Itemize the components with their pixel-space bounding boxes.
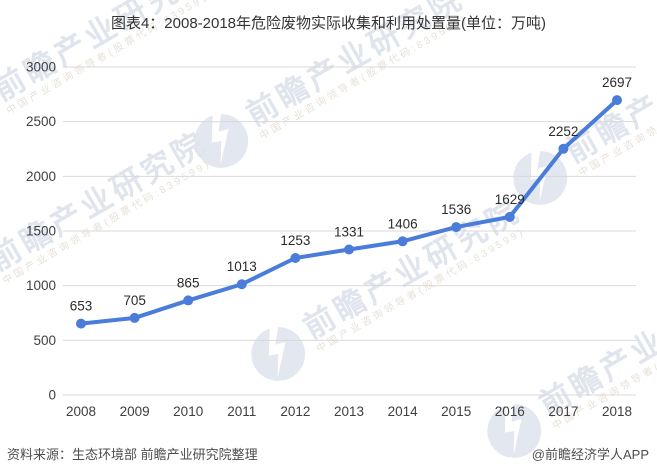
x-tick-label: 2008: [66, 404, 96, 419]
y-tick-label: 2000: [26, 169, 56, 184]
x-tick-label: 2010: [173, 404, 203, 419]
data-point: [344, 244, 354, 255]
x-tick-label: 2018: [602, 404, 632, 419]
data-point: [183, 295, 194, 306]
chart-title: 图表4：2008-2018年危险废物实际收集和利用处置量(单位：万吨): [110, 15, 547, 32]
y-tick-label: 3000: [26, 60, 56, 75]
x-tick-label: 2012: [280, 404, 310, 419]
data-label: 2697: [602, 75, 632, 90]
x-tick-label: 2011: [227, 404, 256, 419]
x-tick-label: 2016: [495, 404, 525, 419]
data-label: 1331: [334, 224, 364, 239]
data-point: [290, 253, 301, 264]
data-point: [397, 236, 408, 247]
data-label: 1013: [227, 259, 257, 274]
x-tick-label: 2017: [548, 404, 578, 419]
x-tick-label: 2013: [334, 404, 364, 419]
x-tick-label: 2015: [441, 404, 471, 419]
data-label: 1406: [388, 216, 418, 231]
data-point: [504, 211, 515, 222]
data-label: 1536: [441, 202, 471, 217]
source-note: 资料来源：生态环境部 前瞻产业研究院整理: [7, 447, 258, 462]
y-tick-label: 500: [33, 333, 56, 348]
data-label: 1253: [280, 233, 310, 248]
data-point: [76, 318, 86, 329]
data-point: [129, 312, 140, 323]
data-point: [558, 143, 569, 154]
data-point: [236, 279, 247, 290]
y-tick-label: 1000: [26, 278, 56, 293]
data-label: 865: [177, 275, 200, 290]
data-label: 1629: [495, 192, 525, 207]
y-tick-label: 2500: [26, 114, 56, 129]
y-tick-label: 1500: [26, 224, 56, 239]
data-point: [612, 95, 622, 106]
data-label: 705: [123, 293, 146, 308]
x-tick-label: 2009: [120, 404, 150, 419]
x-tick-label: 2014: [388, 404, 419, 419]
line-chart: 0 500 1000 1500 2000 2500 3000 2008 2009 2010 2011…: [26, 60, 636, 419]
data-label: 2252: [548, 124, 578, 139]
y-tick-label: 0: [48, 388, 56, 403]
series-line: [79, 98, 619, 326]
data-label: 653: [70, 299, 93, 314]
brand-note: @前瞻经济学人APP: [531, 447, 649, 462]
data-point: [451, 222, 462, 233]
